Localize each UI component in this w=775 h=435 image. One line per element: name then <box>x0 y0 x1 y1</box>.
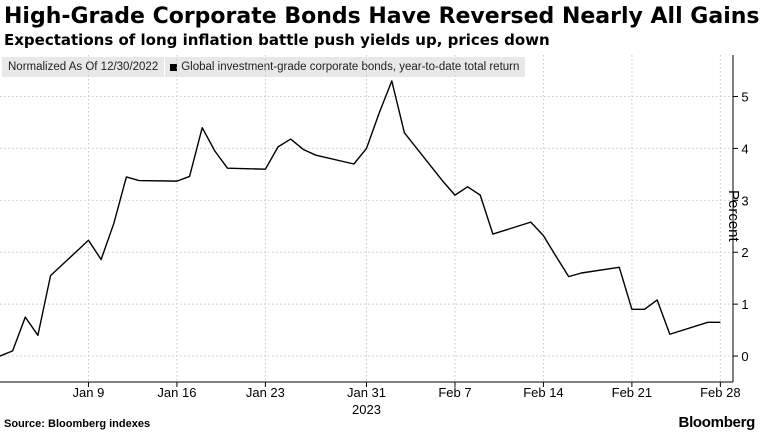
tick-labels: 0 1 2 3 4 5 Jan 9 Jan 16 Jan 23 Jan 31 2023 Feb 7 Fe… <box>73 90 749 417</box>
x-tick-label: Feb 28 <box>700 385 740 400</box>
axes <box>0 55 738 387</box>
y-axis-label: Percent <box>725 190 742 242</box>
x-tick-label: Feb 14 <box>523 385 563 400</box>
bloomberg-logo: Bloomberg <box>678 414 756 431</box>
y-tick-label: 1 <box>741 297 748 312</box>
y-tick-label: 5 <box>741 90 748 105</box>
chart-title: High-Grade Corporate Bonds Have Reversed… <box>4 4 760 29</box>
x-tick-label: Jan 9 <box>73 385 105 400</box>
x-tick-label: Jan 31 <box>347 385 386 400</box>
y-tick-label: 2 <box>741 245 748 260</box>
x-tick-label: Jan 23 <box>246 385 285 400</box>
chart-subtitle: Expectations of long inflation battle pu… <box>4 31 550 49</box>
source-note: Source: Bloomberg indexes <box>4 418 151 430</box>
x-tick-label: Jan 16 <box>157 385 196 400</box>
y-tick-label: 3 <box>741 193 748 208</box>
y-tick-label: 4 <box>741 141 748 156</box>
x-tick-label: Feb 21 <box>612 385 652 400</box>
normalization-note: Normalized As Of 12/30/2022 <box>2 57 166 77</box>
x-tick-sublabel: 2023 <box>352 402 381 417</box>
y-tick-label: 0 <box>741 349 748 364</box>
series-line <box>0 80 721 357</box>
series-layer <box>0 80 721 357</box>
legend-swatch-icon <box>170 63 178 71</box>
x-tick-label: Feb 7 <box>438 385 471 400</box>
grid-lines <box>0 55 733 382</box>
